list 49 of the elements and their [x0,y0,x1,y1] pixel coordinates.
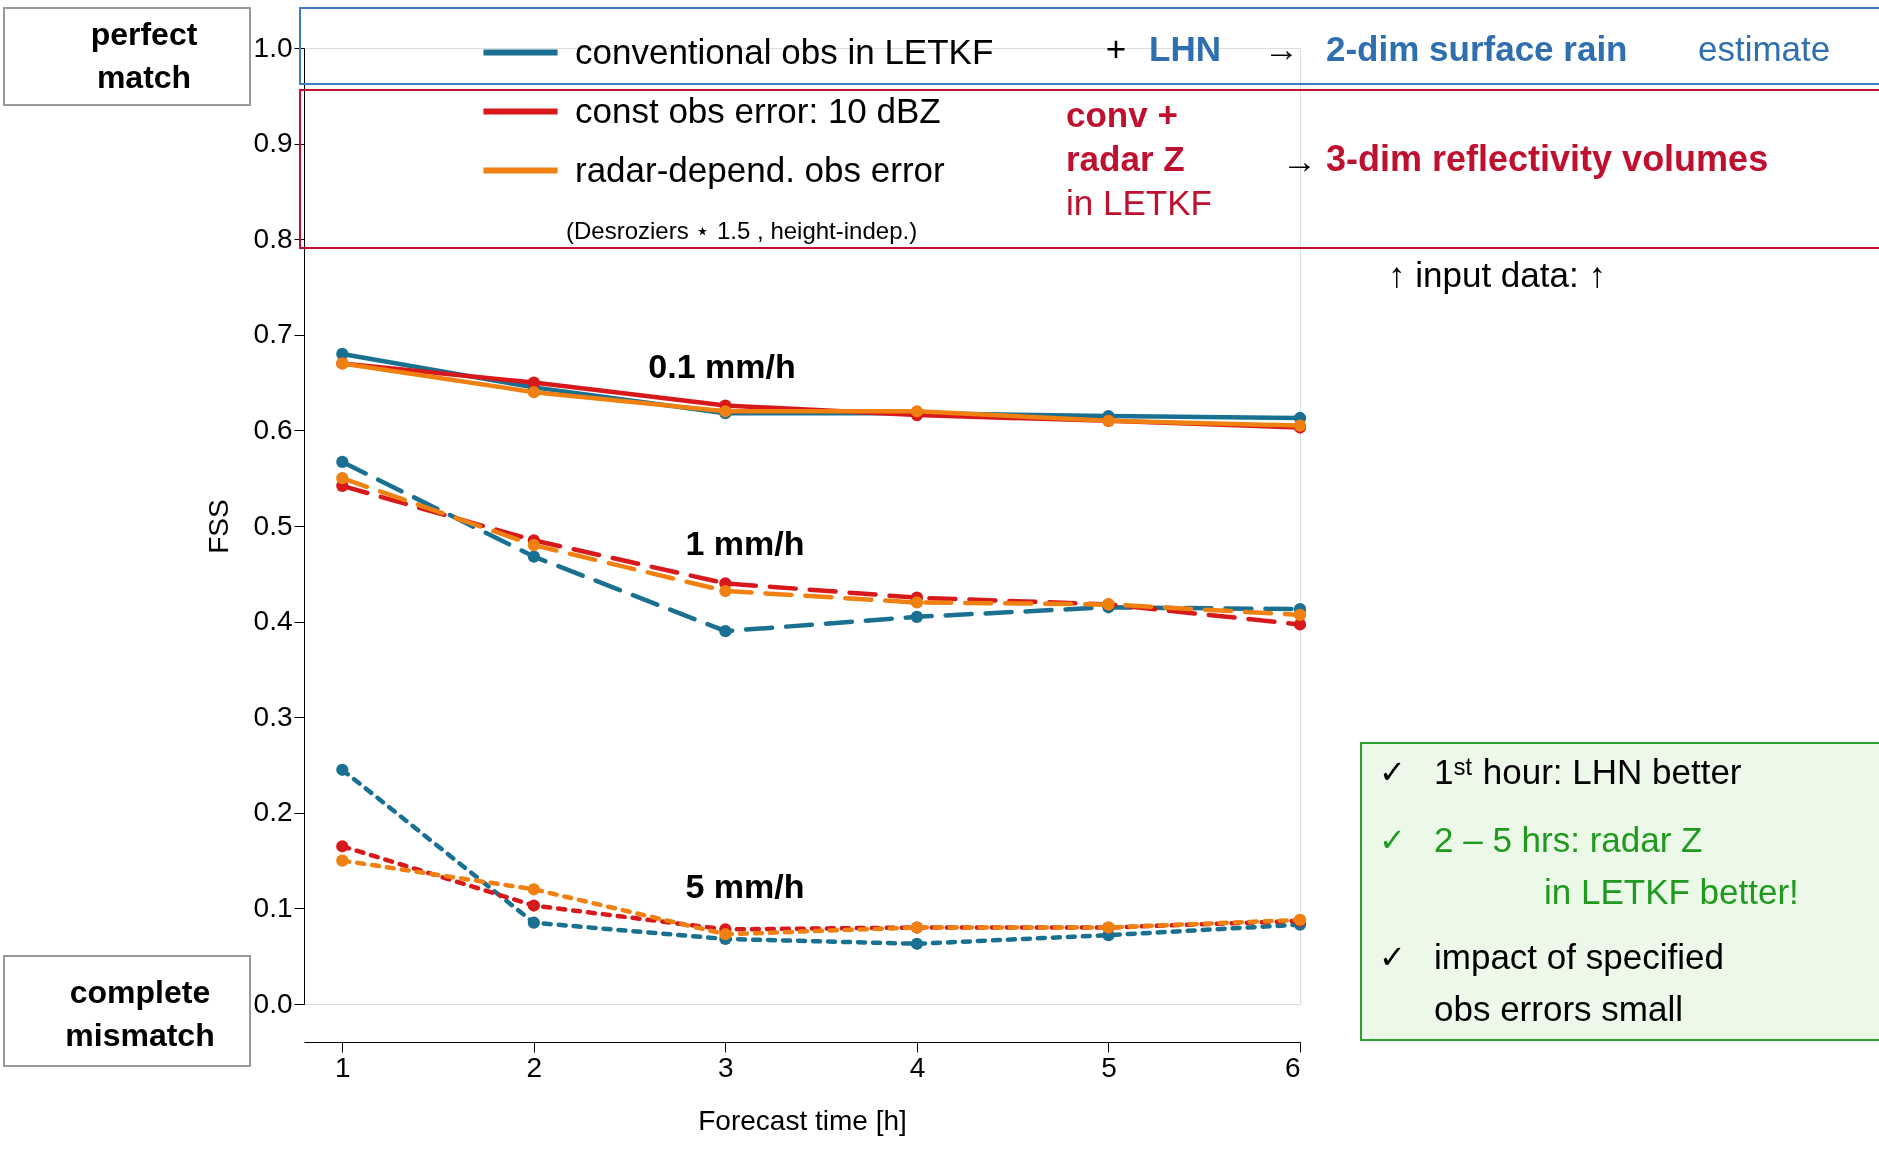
y-tick-label: 0.4 [253,605,293,637]
y-tick-label: 0.9 [253,127,293,159]
annotation: in LETKF [1066,183,1212,222]
text: complete [69,974,211,1010]
x-tick-label: 2 [526,1051,543,1083]
text: in LETKF better! [1544,872,1799,911]
annotation: 1 mm/h [685,524,805,562]
text: ✓ [1379,754,1406,790]
legend-label: const obs error: 10 dBZ [575,90,941,130]
text: impact of specified [1434,937,1724,976]
annotation: → [1264,29,1299,68]
annotation: 0.1 mm/h [648,347,796,385]
y-tick-label: 0.1 [253,891,293,923]
y-tick-label: 0.5 [253,509,293,541]
text: ✓ [1379,939,1406,975]
y-tick-label: 0.2 [253,796,293,828]
x-tick-label: 6 [1284,1051,1301,1083]
y-tick-label: 0.3 [253,700,293,732]
annotation: 5 mm/h [685,867,805,905]
legend-label: radar-depend. obs error [575,149,945,189]
text: match [96,59,192,95]
text: 3-dim reflectivity volumes [1326,138,1769,179]
text: 1ˢᵗ hour: LHN better [1434,752,1742,791]
text: obs errors small [1434,989,1683,1028]
annotation: radar Z [1066,139,1185,178]
text: perfect [90,16,198,52]
annotation: + [1105,29,1127,68]
text: mismatch [65,1017,215,1053]
annotation: (Desroziers ⋆ 1.5 , height-indep.) [566,217,918,244]
y-tick-label: 0.7 [253,318,293,350]
annotation: LHN [1149,29,1221,68]
y-tick-label: 1.0 [253,31,293,63]
y-tick-label: 0.0 [253,987,293,1019]
text: ↑ input data: ↑ [1388,255,1606,294]
x-axis-title: Forecast time [h] [698,1104,907,1136]
y-tick-label: 0.6 [253,413,293,445]
legend-label: conventional obs in LETKF [575,31,994,71]
y-tick-label: 0.8 [253,222,293,254]
x-tick-label: 4 [909,1051,926,1083]
text: ✓ [1379,822,1406,858]
y-axis-title: FSS [202,499,234,554]
annotation: conv + [1066,95,1178,134]
text: estimate [1698,29,1831,68]
x-tick-label: 1 [335,1051,351,1083]
annotation: → [1282,141,1317,180]
x-tick-label: 5 [1101,1051,1117,1083]
text: 2-dim surface rain [1326,29,1628,68]
text: 2 – 5 hrs: radar Z [1434,820,1703,859]
x-tick-label: 3 [718,1051,734,1083]
